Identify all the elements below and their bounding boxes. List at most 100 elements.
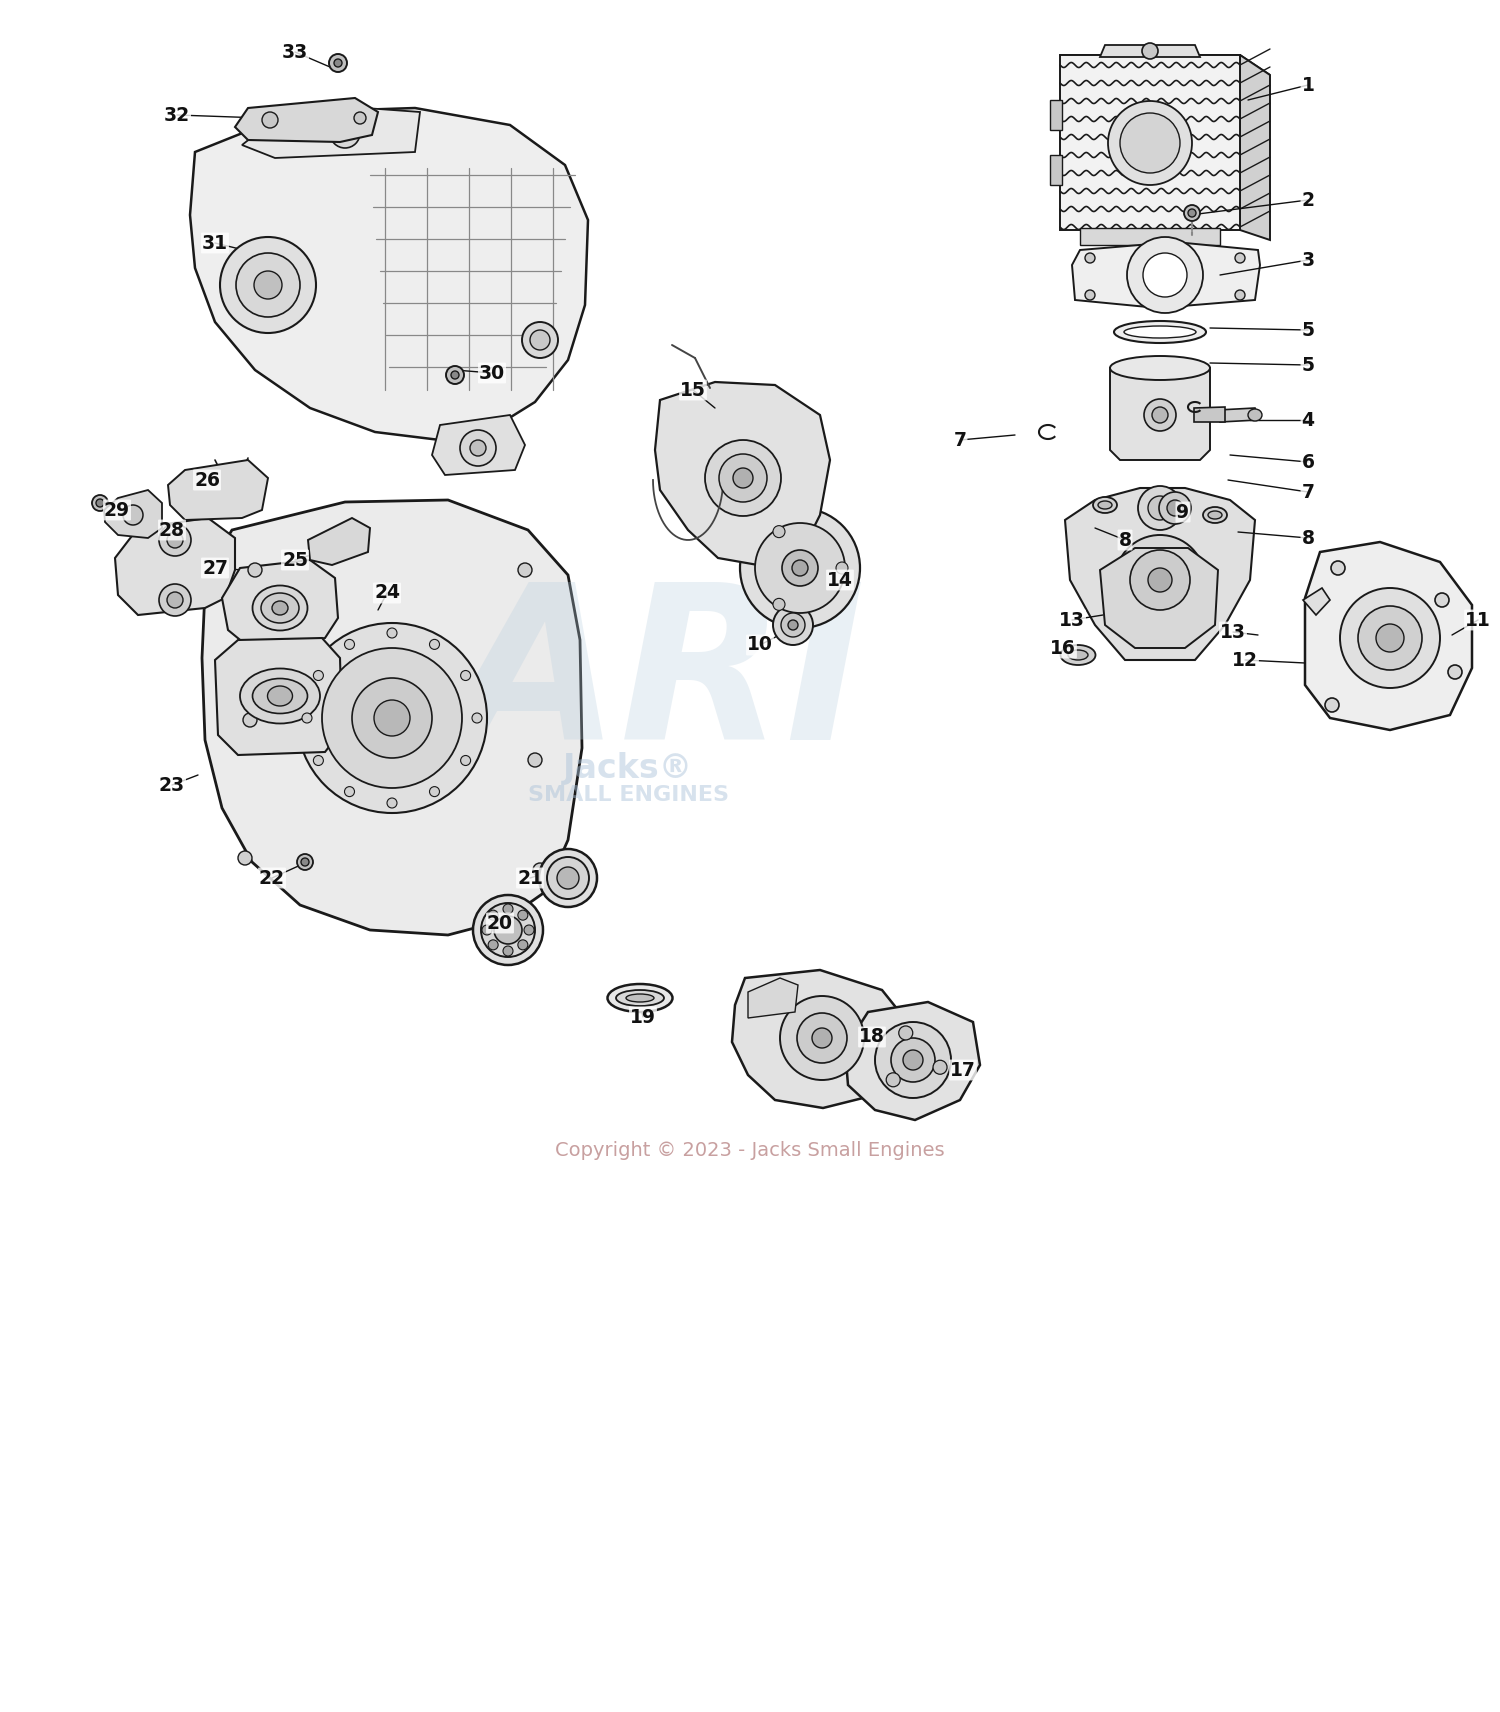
Circle shape xyxy=(1448,664,1462,680)
Circle shape xyxy=(374,700,410,736)
Circle shape xyxy=(1234,289,1245,300)
Polygon shape xyxy=(1304,587,1330,615)
Circle shape xyxy=(1130,550,1190,609)
Polygon shape xyxy=(1050,156,1062,185)
Polygon shape xyxy=(236,98,378,142)
Ellipse shape xyxy=(482,902,536,957)
Circle shape xyxy=(1142,43,1158,58)
Polygon shape xyxy=(116,519,236,615)
Text: 3: 3 xyxy=(1302,250,1314,269)
Ellipse shape xyxy=(1124,361,1196,373)
Text: 8: 8 xyxy=(1119,531,1131,550)
Circle shape xyxy=(874,1022,951,1097)
Circle shape xyxy=(1184,205,1200,221)
Text: 23: 23 xyxy=(159,776,184,794)
Circle shape xyxy=(1340,587,1440,688)
Circle shape xyxy=(92,495,108,510)
Text: 26: 26 xyxy=(194,471,220,490)
Circle shape xyxy=(123,505,142,526)
Circle shape xyxy=(788,620,798,630)
Circle shape xyxy=(238,851,252,865)
Polygon shape xyxy=(168,461,268,520)
Text: 5: 5 xyxy=(1302,320,1314,339)
Text: 13: 13 xyxy=(1059,611,1084,630)
Circle shape xyxy=(1358,606,1422,669)
Ellipse shape xyxy=(608,984,672,1012)
Circle shape xyxy=(314,671,324,680)
Circle shape xyxy=(740,508,860,628)
Polygon shape xyxy=(1065,488,1256,661)
Circle shape xyxy=(796,1014,847,1063)
Polygon shape xyxy=(1050,99,1062,130)
Polygon shape xyxy=(1305,543,1472,729)
Text: 15: 15 xyxy=(680,380,706,399)
Polygon shape xyxy=(1100,548,1218,649)
Text: 6: 6 xyxy=(1302,452,1314,471)
Circle shape xyxy=(334,58,342,67)
Circle shape xyxy=(891,1037,934,1082)
Text: 33: 33 xyxy=(282,43,308,62)
Polygon shape xyxy=(222,560,338,649)
Circle shape xyxy=(302,858,309,866)
Ellipse shape xyxy=(494,916,522,943)
Circle shape xyxy=(1084,253,1095,264)
Circle shape xyxy=(1152,407,1168,423)
Polygon shape xyxy=(190,108,588,440)
Ellipse shape xyxy=(1248,409,1262,421)
Polygon shape xyxy=(1080,228,1220,245)
Ellipse shape xyxy=(616,990,664,1007)
Circle shape xyxy=(452,372,459,378)
Ellipse shape xyxy=(1114,322,1206,342)
Text: 22: 22 xyxy=(260,868,285,887)
Polygon shape xyxy=(214,639,342,755)
Text: 29: 29 xyxy=(104,500,130,519)
Circle shape xyxy=(772,604,813,645)
Ellipse shape xyxy=(1208,510,1222,519)
Circle shape xyxy=(472,712,482,722)
Circle shape xyxy=(903,1049,922,1070)
Ellipse shape xyxy=(1203,507,1227,522)
Ellipse shape xyxy=(538,849,597,907)
Ellipse shape xyxy=(1124,325,1196,337)
Circle shape xyxy=(1234,253,1245,264)
Circle shape xyxy=(1167,500,1184,515)
Text: 11: 11 xyxy=(1466,611,1491,630)
Circle shape xyxy=(518,940,528,950)
Circle shape xyxy=(1143,253,1186,296)
Polygon shape xyxy=(1072,241,1260,308)
Text: 7: 7 xyxy=(1302,483,1314,502)
Circle shape xyxy=(354,111,366,123)
Circle shape xyxy=(1188,209,1196,217)
Ellipse shape xyxy=(1098,502,1112,508)
Ellipse shape xyxy=(548,858,590,899)
Circle shape xyxy=(503,947,513,955)
Circle shape xyxy=(159,524,190,556)
Text: 28: 28 xyxy=(159,520,184,539)
Circle shape xyxy=(429,639,439,649)
Circle shape xyxy=(898,1025,914,1039)
Circle shape xyxy=(1084,289,1095,300)
Text: 19: 19 xyxy=(630,1007,656,1027)
Circle shape xyxy=(1148,568,1172,592)
Circle shape xyxy=(836,562,848,574)
Text: 5: 5 xyxy=(1302,356,1314,375)
Circle shape xyxy=(166,592,183,608)
Polygon shape xyxy=(1060,55,1240,229)
Ellipse shape xyxy=(272,601,288,615)
Ellipse shape xyxy=(1094,496,1118,514)
Circle shape xyxy=(387,628,398,639)
Circle shape xyxy=(532,863,548,877)
Circle shape xyxy=(460,671,471,680)
Text: 18: 18 xyxy=(859,1027,885,1046)
Circle shape xyxy=(754,522,844,613)
Circle shape xyxy=(718,454,766,502)
Ellipse shape xyxy=(472,895,543,966)
Ellipse shape xyxy=(1068,651,1088,661)
Polygon shape xyxy=(732,971,910,1108)
Circle shape xyxy=(886,1073,900,1087)
Text: 27: 27 xyxy=(202,558,228,577)
Text: 16: 16 xyxy=(1050,639,1076,657)
Polygon shape xyxy=(1100,45,1200,56)
Circle shape xyxy=(772,526,784,538)
Circle shape xyxy=(460,755,471,765)
